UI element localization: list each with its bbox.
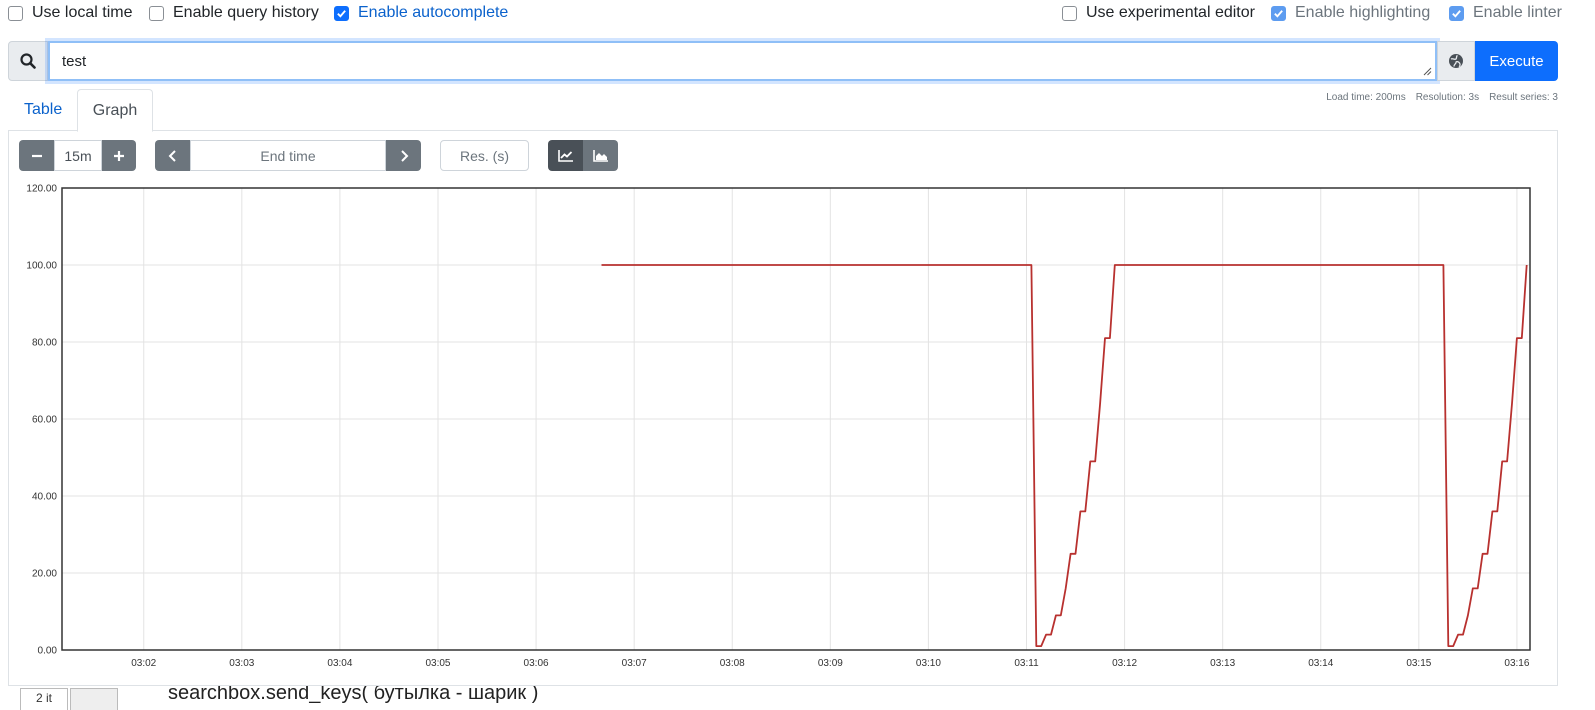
enable-autocomplete-label: Enable autocomplete: [358, 4, 509, 21]
chevron-right-icon: [400, 149, 408, 162]
use-experimental-editor-label: Use experimental editor: [1086, 4, 1255, 21]
globe-icon: [1449, 54, 1463, 68]
tab-graph[interactable]: Graph: [77, 89, 153, 132]
expression-text: test: [62, 53, 87, 70]
use-experimental-editor-checkbox[interactable]: [1062, 5, 1077, 21]
settings-icon[interactable]: [70, 688, 118, 710]
check-icon: [337, 9, 346, 18]
use-experimental-editor-option[interactable]: Use experimental editor: [1062, 4, 1255, 22]
enable-highlighting-option[interactable]: Enable highlighting: [1271, 4, 1430, 22]
result-tabs: Table Graph: [8, 89, 1558, 132]
enable-linter-label: Enable linter: [1473, 4, 1562, 21]
use-local-time-option[interactable]: Use local time: [8, 4, 132, 22]
resolution-input[interactable]: Res. (s): [440, 140, 529, 171]
bottom-editor-strip: 2 it searchbox.send_keys( бутылка - шари…: [0, 686, 1595, 710]
check-icon: [1452, 9, 1461, 18]
chart-mode-toggle: [548, 140, 618, 171]
enable-linter-checkbox[interactable]: [1449, 5, 1464, 21]
execute-button[interactable]: Execute: [1475, 41, 1558, 81]
enable-linter-option[interactable]: Enable linter: [1449, 4, 1562, 22]
plus-icon: [114, 150, 124, 161]
minus-icon: [31, 154, 42, 157]
resolution-control: Res. (s): [440, 140, 529, 171]
previous-time-button[interactable]: [155, 140, 190, 171]
use-local-time-checkbox[interactable]: [8, 5, 23, 21]
result-series-stat: Result series: 3: [1489, 92, 1558, 103]
increase-range-button[interactable]: [102, 140, 136, 171]
query-bar: test Execute: [8, 41, 1558, 81]
decrease-range-button[interactable]: [19, 140, 54, 171]
load-time-stat: Load time: 200ms: [1326, 92, 1406, 103]
line-chart-icon: [557, 150, 573, 162]
range-control: 15m: [19, 140, 136, 171]
bottom-tab[interactable]: 2 it: [20, 688, 68, 710]
enable-highlighting-label: Enable highlighting: [1295, 4, 1431, 21]
enable-autocomplete-option[interactable]: Enable autocomplete: [334, 4, 508, 22]
enable-query-history-option[interactable]: Enable query history: [149, 4, 319, 22]
bottom-code-text: searchbox.send_keys( бутылка - шарик ): [168, 686, 539, 704]
tab-table[interactable]: Table: [24, 101, 63, 118]
enable-highlighting-checkbox[interactable]: [1271, 5, 1286, 21]
stacked-mode-button[interactable]: [583, 140, 618, 171]
resize-handle-icon[interactable]: [1423, 67, 1432, 76]
line-mode-button[interactable]: [548, 140, 583, 171]
enable-query-history-checkbox[interactable]: [149, 5, 164, 21]
metrics-explorer-button[interactable]: [1437, 41, 1475, 81]
graph-panel: [8, 130, 1558, 686]
enable-query-history-label: Enable query history: [173, 4, 319, 21]
enable-autocomplete-checkbox[interactable]: [334, 5, 349, 21]
search-icon: [8, 41, 48, 81]
options-bar: Use local time Enable query history Enab…: [8, 4, 1587, 28]
use-local-time-label: Use local time: [32, 4, 133, 21]
query-stats: Load time: 200ms Resolution: 3s Result s…: [1326, 92, 1558, 103]
end-time-input[interactable]: End time: [190, 140, 386, 171]
expression-input[interactable]: test: [48, 41, 1437, 81]
area-chart-icon: [592, 150, 608, 162]
range-input[interactable]: 15m: [54, 140, 102, 171]
next-time-button[interactable]: [386, 140, 421, 171]
chevron-left-icon: [168, 149, 176, 162]
check-icon: [1274, 9, 1283, 18]
end-time-control: End time: [155, 140, 421, 171]
resolution-stat: Resolution: 3s: [1415, 92, 1480, 103]
